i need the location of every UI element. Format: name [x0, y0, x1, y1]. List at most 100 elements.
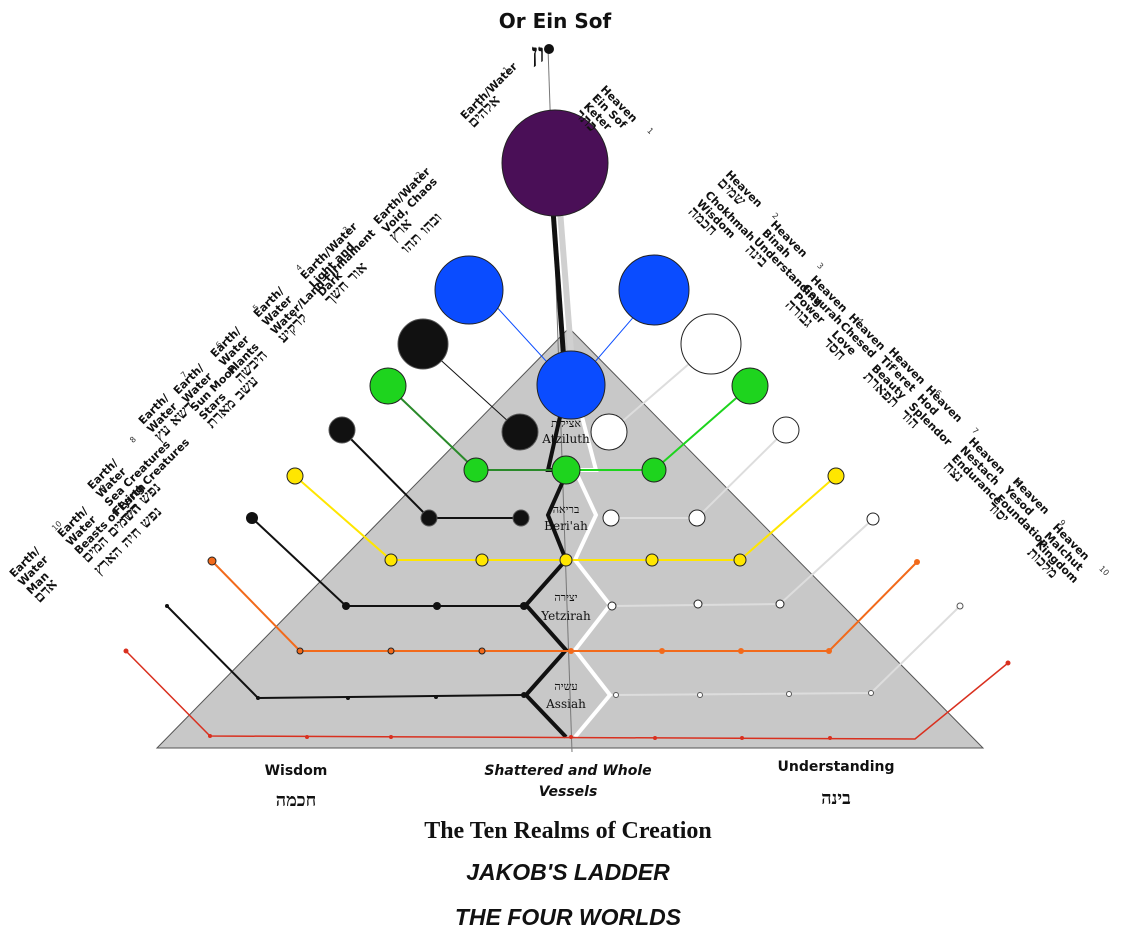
- whole-vessel-1: [680, 313, 742, 375]
- white-dot-a4: [868, 690, 874, 696]
- pyramid: [155, 327, 985, 749]
- orange-dot-2: [387, 647, 395, 655]
- white-circle-2: [772, 416, 800, 444]
- black-circle-3: [246, 512, 258, 524]
- left-label-number: 2: [414, 170, 424, 180]
- red-dot-b5: [653, 736, 657, 740]
- orange-circle-right: [914, 559, 920, 565]
- yellow-circle-3: [645, 553, 659, 567]
- right-label-number: 8: [1013, 478, 1023, 488]
- black-dot-4: [165, 604, 169, 608]
- black-dot-a1: [256, 696, 260, 700]
- atziluth-circle: [536, 350, 606, 420]
- yellow-circle-1: [384, 553, 398, 567]
- white-dot-a3: [786, 691, 792, 697]
- or-ein-sof-glyph: ון: [531, 39, 544, 69]
- right-label-number: 5: [893, 354, 903, 364]
- world-name-assiah: Assiah: [545, 697, 586, 711]
- right-label-number: 4: [855, 316, 865, 326]
- chokhmah-circle: [434, 255, 504, 325]
- wisdom-label: Wisdom: [265, 763, 328, 779]
- orange-dot-6: [738, 648, 744, 654]
- left-label-number: 8: [128, 435, 138, 445]
- vessels-label-line1: Shattered and Whole: [484, 763, 651, 779]
- left-label-number: 9: [98, 483, 108, 493]
- white-dot-4: [956, 602, 964, 610]
- vessels-label-line2: Vessels: [539, 784, 598, 800]
- black-circle-2: [328, 416, 356, 444]
- black-dot-y1: [342, 602, 350, 610]
- left-label-number: 4: [294, 263, 304, 273]
- left-label-number: 3: [341, 225, 351, 235]
- red-dot-b1: [208, 734, 212, 738]
- green-circle-inner-right: [641, 457, 667, 483]
- orange-line: [211, 560, 918, 652]
- right-label-number: 6: [933, 388, 943, 398]
- yellow-circle-left: [286, 467, 304, 485]
- orange-circle-left: [207, 556, 217, 566]
- subtitle-four-worlds: THE FOUR WORLDS: [455, 904, 682, 930]
- green-circle-center: [551, 455, 581, 485]
- red-dot-b3: [389, 735, 393, 739]
- world-beriah: בריאה Beri'ah: [544, 503, 588, 533]
- shattered-vessel-1: [397, 318, 449, 370]
- red-dot-b2: [305, 735, 309, 739]
- red-dot-b6: [740, 736, 744, 740]
- or-ein-sof-node: [544, 44, 554, 54]
- understanding-hebrew: בינה: [821, 788, 851, 809]
- left-label-line: אלהים: [464, 91, 504, 131]
- black-circle-beriah: [512, 509, 530, 527]
- right-label-number: 7: [970, 426, 980, 436]
- world-heb-atziluth: אצילות: [551, 417, 581, 430]
- left-label-number: 6: [214, 340, 224, 350]
- main-title: The Ten Realms of Creation: [424, 818, 712, 844]
- black-dot-y3: [520, 602, 528, 610]
- world-name-yetzirah: Yetzirah: [540, 609, 591, 623]
- green-circle-right: [731, 367, 769, 405]
- white-circle-atziluth: [590, 413, 628, 451]
- or-ein-sof-title: Or Ein Sof: [499, 9, 612, 33]
- world-atziluth: אצילות Atziluth: [541, 417, 590, 446]
- world-heb-yetzirah: יצירה: [554, 591, 577, 604]
- left-label-number: 1: [501, 65, 511, 75]
- orange-dot-3: [478, 647, 486, 655]
- white-dot-a1: [613, 692, 619, 698]
- black-dot-y2: [433, 602, 441, 610]
- left-label-line: Water/Land Firmament: [268, 227, 378, 337]
- binah-circle: [618, 254, 690, 326]
- black-dot-a2: [346, 696, 350, 700]
- right-label-number: 9: [1057, 518, 1067, 528]
- white-dot-y3: [775, 599, 785, 609]
- white-dot-y2: [693, 599, 703, 609]
- red-dot-right: [1005, 660, 1011, 666]
- yellow-circle-4: [733, 553, 747, 567]
- yellow-circle-2: [475, 553, 489, 567]
- white-dot-y1: [607, 601, 617, 611]
- world-yetzirah: יצירה Yetzirah: [540, 591, 591, 623]
- black-circle-atziluth: [501, 413, 539, 451]
- red-line: [125, 650, 1009, 740]
- world-name-beriah: Beri'ah: [544, 519, 588, 533]
- world-heb-beriah: בריאה: [553, 503, 580, 516]
- red-dot-left: [123, 648, 129, 654]
- right-label-number: 2: [770, 211, 780, 221]
- green-circle-inner-left: [463, 457, 489, 483]
- black-dot-a3: [434, 695, 438, 699]
- right-label-number: 10: [1097, 564, 1111, 578]
- wisdom-hebrew: חכמה: [276, 790, 316, 811]
- orange-dot-5: [659, 648, 665, 654]
- orange-dot-center: [568, 648, 574, 654]
- yellow-circle-right: [827, 467, 845, 485]
- right-label-number: 3: [815, 261, 825, 271]
- world-assiah: עשיה Assiah: [545, 680, 586, 711]
- right-label-number: 1: [645, 126, 655, 136]
- white-circle-beriah: [602, 509, 620, 527]
- white-dot-a2: [697, 692, 703, 698]
- red-dot-b4: [569, 735, 573, 739]
- left-label-number: 5: [251, 303, 261, 313]
- red-dot-b7: [828, 736, 832, 740]
